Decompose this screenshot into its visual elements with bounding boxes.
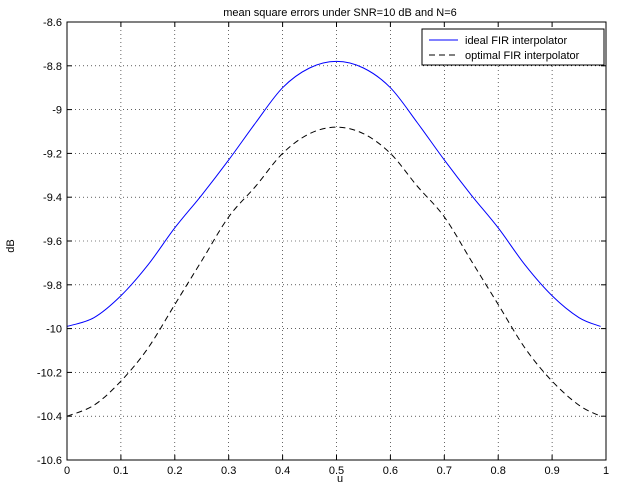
legend: ideal FIR interpolator optimal FIR interp… (421, 28, 605, 66)
x-tick-label: 0.6 (383, 465, 398, 477)
x-tick-label: 0.5 (329, 465, 344, 477)
x-tick-label: 0.9 (544, 465, 559, 477)
y-tick-label: -9.4 (43, 192, 62, 204)
x-tick-label: 1 (603, 465, 609, 477)
legend-box (421, 28, 605, 66)
legend-label-1: ideal FIR interpolator (465, 35, 567, 47)
series-line-2 (66, 126, 601, 417)
x-tick-label: 0.4 (275, 465, 290, 477)
x-tick-label: 0 (64, 465, 70, 477)
x-tick-label: 0.7 (437, 465, 452, 477)
x-tick-label: 0.1 (113, 465, 128, 477)
series-lines (66, 60, 601, 417)
y-tick-label: -10.4 (37, 411, 62, 423)
y-axis-label: dB (5, 239, 17, 252)
grid (67, 22, 606, 460)
axis-ticks: 0 0.1 0.2 0.3 0.4 0.5 0.6 0.7 0.8 0.9 1 -8.6 -8.8 -9 -… (37, 17, 609, 477)
y-tick-label: -8.8 (43, 61, 62, 73)
y-tick-label: -9 (52, 105, 62, 117)
chart-title: mean square errors under SNR=10 dB and N… (223, 7, 457, 19)
y-tick-label: -10.2 (37, 367, 62, 379)
x-axis-label: u (337, 473, 343, 485)
y-tick-label: -9.8 (43, 280, 62, 292)
y-tick-label: -8.6 (43, 17, 62, 29)
y-tick-label: -9.2 (43, 148, 62, 160)
y-tick-label: -10.6 (37, 455, 62, 467)
x-tick-label: 0.3 (221, 465, 236, 477)
y-tick-label: -9.6 (43, 236, 62, 248)
y-tick-label: -10 (46, 324, 62, 336)
series-line-1 (66, 60, 601, 327)
x-tick-label: 0.2 (167, 465, 182, 477)
x-tick-label: 0.8 (491, 465, 506, 477)
legend-label-2: optimal FIR interpolator (465, 50, 580, 62)
